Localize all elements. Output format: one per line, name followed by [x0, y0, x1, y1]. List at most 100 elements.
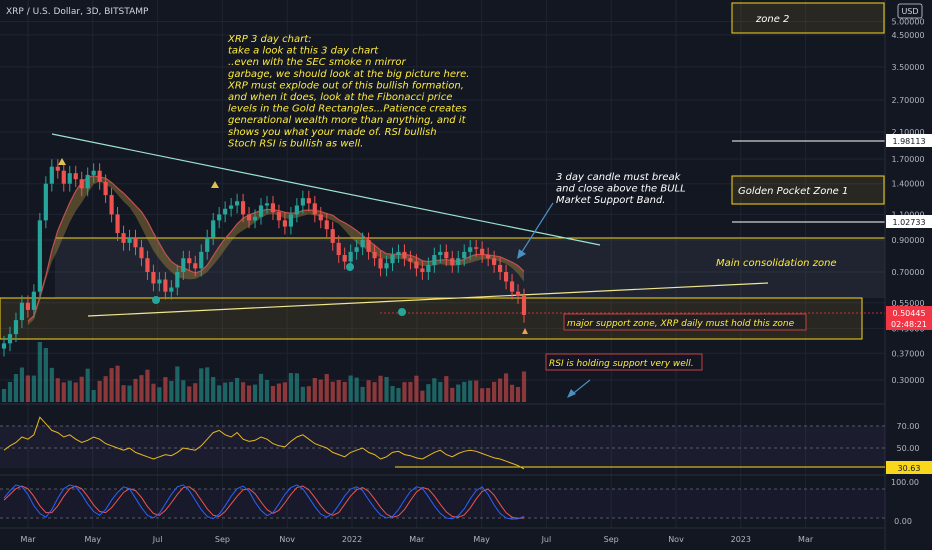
volume-bar — [181, 380, 186, 402]
volume-bar — [139, 375, 144, 402]
candle-body — [294, 205, 299, 215]
candle-body — [252, 216, 258, 221]
time-tick-label: Nov — [668, 535, 684, 544]
price-tick-label: 0.37000 — [891, 349, 924, 358]
volume-bar — [515, 387, 521, 402]
volume-bar — [498, 378, 503, 402]
volume-bar — [276, 383, 282, 402]
time-tick-label: May — [85, 535, 102, 544]
volume-bar — [396, 388, 401, 402]
price-tick-label: 0.30000 — [891, 376, 924, 385]
candleNote-line: Market Support Band. — [556, 195, 665, 206]
candle-body — [396, 251, 401, 256]
rsi-tick-70: 70.00 — [897, 422, 920, 431]
volume-bar — [145, 369, 150, 402]
volume-bar — [37, 342, 42, 402]
volume-bar — [426, 384, 431, 402]
candle-body — [67, 173, 72, 184]
volume-bar — [300, 386, 305, 402]
volume-bar — [456, 384, 461, 402]
candle-body — [55, 166, 60, 171]
candle-body — [127, 237, 132, 243]
rsi-line — [3, 416, 525, 470]
volume-bar — [378, 375, 383, 402]
time-tick-label: May — [473, 535, 490, 544]
rsi-current-tag: 30.63 — [898, 464, 921, 473]
candle-body — [432, 255, 437, 265]
candle-body — [31, 291, 36, 310]
major-support-label: major support zone, XRP daily must hold … — [567, 319, 795, 329]
buy-marker-3 — [398, 308, 406, 316]
mainNote-line: XRP 3 day chart: — [227, 34, 312, 45]
price-tick-label: 1.10000 — [891, 210, 924, 219]
candle-body — [25, 302, 30, 310]
candle-body — [199, 251, 204, 269]
candle-body — [330, 229, 335, 243]
candle-body — [264, 203, 270, 206]
volume-bar — [270, 386, 276, 402]
volume-bar — [486, 388, 491, 402]
candle-body — [133, 237, 138, 248]
candle-body — [515, 291, 521, 296]
candle-body — [384, 263, 389, 269]
volume-bar — [31, 375, 36, 402]
candleNote-line: and close above the BULL — [556, 184, 686, 195]
volume-bar — [474, 380, 479, 402]
candle-body — [270, 203, 276, 213]
candle-body — [157, 279, 162, 284]
candle-body — [121, 233, 126, 243]
candle-body — [151, 272, 156, 284]
volume-bar — [312, 378, 317, 402]
candle-body — [456, 258, 461, 265]
candle-body — [366, 240, 371, 252]
candleNote-line: 3 day candle must break — [556, 172, 682, 183]
candle-body — [480, 248, 485, 256]
support-band-fill — [27, 175, 524, 326]
volume-bar — [211, 377, 216, 402]
volume-bar — [73, 382, 78, 402]
volume-bar — [240, 382, 246, 402]
mainNote-line: ..even with the SEC smoke n mirror — [228, 57, 406, 68]
volume-bar — [282, 382, 288, 402]
stoch-band — [0, 489, 885, 518]
candle-body — [223, 208, 228, 215]
major-support-zone — [0, 297, 863, 340]
volume-bar — [354, 377, 359, 402]
volume-bar — [330, 381, 335, 402]
candle-body — [7, 334, 13, 344]
stoch-d-line — [3, 485, 525, 519]
candle-body — [450, 258, 455, 265]
time-tick-label: 2022 — [342, 535, 362, 544]
candle-body — [163, 279, 168, 292]
rsi-tick-50: 50.00 — [897, 444, 920, 453]
candle-body — [276, 212, 282, 221]
candle-body — [342, 255, 347, 262]
candle-body — [109, 195, 114, 215]
warning-marker-1 — [58, 158, 66, 165]
price-tag-1: 1.98113 — [892, 137, 925, 146]
price-tag-2-bg — [886, 215, 932, 228]
volume-bar — [246, 385, 252, 402]
buy-marker-1 — [152, 296, 160, 304]
price-tag-2: 1.02733 — [892, 218, 925, 227]
currency-badge[interactable] — [897, 3, 923, 19]
candle-body — [408, 258, 413, 262]
volume-bar — [509, 384, 515, 402]
volume-bar — [492, 381, 497, 402]
price-tick-label: 4.50000 — [891, 31, 924, 40]
mainNote-line: levels in the Gold Rectangles...Patience… — [228, 104, 467, 115]
volume-bar — [229, 381, 234, 402]
price-tag-1-bg — [886, 134, 932, 147]
candle-body — [145, 258, 150, 273]
volume-bar — [348, 375, 353, 402]
volume-bar — [468, 380, 473, 402]
candle-body — [103, 181, 108, 196]
price-tick-label: 2.70000 — [891, 96, 924, 105]
candle-body — [217, 214, 222, 221]
golden-pocket-label: Golden Pocket Zone 1 — [738, 186, 848, 197]
candle-body — [211, 220, 216, 238]
volume-bar — [103, 376, 108, 402]
volume-bar — [360, 386, 365, 402]
mainNote-line: generational wealth more than anything, … — [228, 115, 467, 126]
